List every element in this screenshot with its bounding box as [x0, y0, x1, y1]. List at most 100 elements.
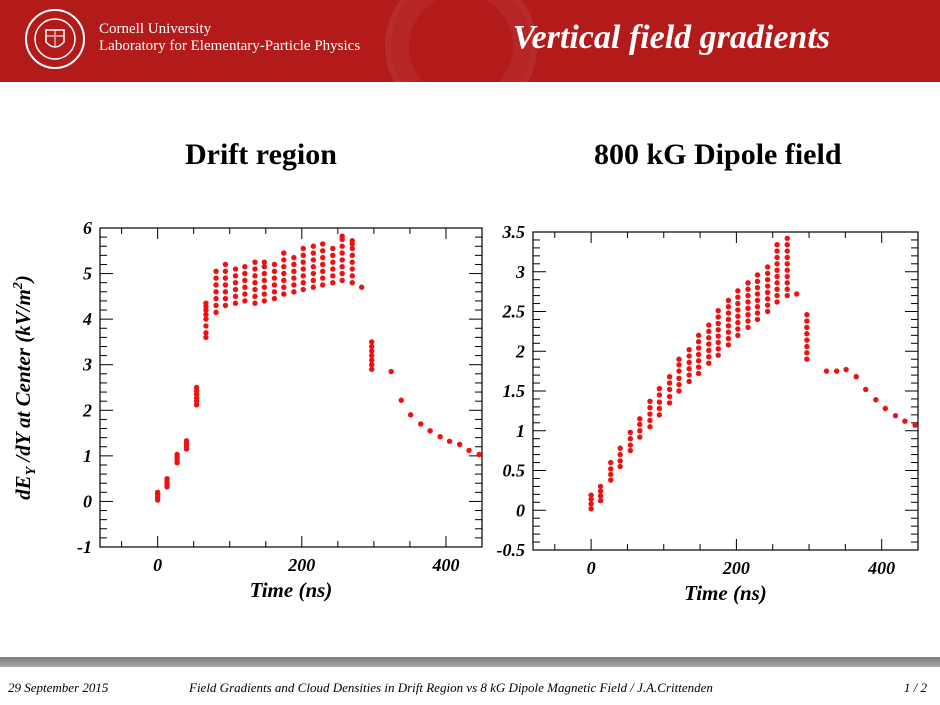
data-point: [232, 286, 239, 293]
data-point: [330, 259, 336, 265]
data-point: [300, 266, 306, 272]
data-point: [873, 397, 879, 403]
data-point: [154, 489, 161, 496]
data-point: [339, 233, 345, 239]
data-point: [222, 282, 229, 288]
x-tick-label: 0: [587, 558, 596, 578]
data-point: [715, 308, 721, 314]
data-point: [300, 279, 306, 286]
data-point: [310, 284, 317, 290]
data-point: [774, 280, 780, 286]
data-point: [310, 277, 317, 284]
plot-frame: [99, 227, 483, 548]
data-point: [310, 264, 317, 270]
data-point: [617, 451, 623, 458]
data-point: [666, 393, 673, 400]
data-point: [725, 304, 732, 310]
data-point: [330, 245, 336, 252]
data-point: [261, 270, 268, 277]
data-point: [271, 275, 278, 281]
data-point: [745, 292, 751, 299]
y-tick-label: 0: [516, 500, 525, 520]
drift-region-chart: 0 200 400 -1 0 1 2 3 4 5 6 Time (ns) dEY /dY at Cent…: [11, 218, 483, 602]
data-point: [774, 248, 780, 254]
slide-title: Vertical field gradients: [512, 19, 830, 56]
data-point: [281, 270, 287, 277]
data-point: [203, 330, 209, 336]
data-point: [252, 286, 258, 293]
data-point: [242, 291, 248, 297]
data-point: [242, 264, 248, 270]
data-point: [774, 273, 780, 280]
data-point: [252, 300, 258, 306]
data-point: [735, 313, 741, 319]
data-point: [597, 493, 604, 499]
data-point: [174, 451, 180, 458]
data-point: [695, 351, 702, 358]
data-point: [725, 335, 732, 342]
data-point: [666, 373, 673, 380]
data-point: [349, 238, 355, 244]
data-point: [695, 370, 702, 377]
data-point: [213, 309, 219, 316]
data-point: [735, 288, 741, 294]
data-point: [804, 350, 810, 356]
data-point: [784, 254, 790, 261]
x-tick-label: 400: [867, 558, 895, 578]
data-point: [232, 300, 239, 306]
data-point: [330, 279, 336, 286]
data-point: [222, 268, 229, 274]
data-point: [608, 471, 614, 478]
data-point: [608, 477, 614, 483]
data-point: [764, 302, 771, 308]
data-point: [222, 302, 229, 309]
data-point: [213, 289, 219, 295]
y-tick-label: 1: [83, 446, 92, 466]
data-point: [588, 501, 594, 507]
data-point: [349, 259, 355, 265]
x-axis-label: Time (ns): [250, 578, 333, 602]
data-point: [349, 266, 355, 272]
header-banner: Cornell University Laboratory for Elemen…: [0, 0, 940, 82]
data-point: [735, 307, 741, 313]
data-point: [232, 293, 239, 300]
data-point: [281, 250, 287, 256]
data-point: [242, 298, 248, 304]
footer-bar: [0, 657, 940, 667]
data-point: [695, 358, 702, 364]
data-point: [320, 282, 326, 288]
data-point: [735, 300, 741, 307]
data-point: [213, 282, 219, 288]
data-point: [764, 264, 771, 270]
data-point: [617, 463, 623, 470]
data-point: [784, 235, 790, 242]
data-point: [647, 404, 653, 411]
data-point: [369, 339, 375, 345]
data-point: [310, 257, 317, 263]
data-point: [764, 296, 771, 302]
data-point: [466, 447, 472, 454]
data-point: [804, 337, 810, 343]
data-point: [715, 346, 721, 352]
y-tick-label: 1: [516, 421, 525, 441]
data-point: [715, 314, 721, 320]
data-point: [608, 466, 614, 472]
data-point: [183, 438, 190, 444]
data-point: [320, 275, 326, 281]
data-point: [271, 295, 278, 302]
data-point: [627, 436, 634, 442]
data-point: [754, 278, 761, 284]
data-point: [804, 343, 810, 350]
data-point: [735, 294, 741, 300]
data-point: [666, 380, 673, 386]
data-point: [745, 305, 751, 312]
y-tick-label: 2: [82, 400, 92, 420]
data-point: [686, 353, 692, 359]
footer-page-number: 1 / 2: [903, 680, 927, 695]
x-tick-label: 200: [287, 555, 315, 575]
data-point: [784, 273, 790, 280]
data-point: [369, 357, 375, 363]
data-point: [232, 279, 239, 286]
y-tick-label: 0.5: [503, 461, 526, 481]
data-point: [388, 368, 394, 375]
